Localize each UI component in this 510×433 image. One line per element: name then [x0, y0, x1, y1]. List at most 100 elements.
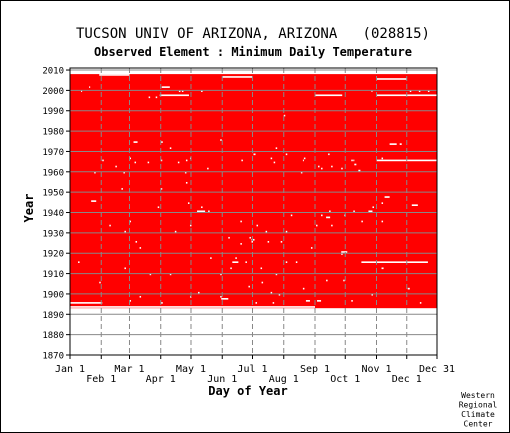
data-gap-day	[285, 230, 288, 233]
data-gap-day	[341, 167, 343, 170]
x-tick-label: Oct 1	[330, 374, 360, 385]
y-tick-label: 1890	[42, 311, 64, 321]
data-gap-day	[371, 293, 373, 296]
data-gap-day	[181, 90, 184, 93]
data-gap-day	[275, 147, 278, 150]
y-tick-label: 2000	[42, 87, 64, 97]
data-gap-day	[419, 302, 422, 304]
data-gap	[341, 251, 348, 253]
data-gap	[222, 76, 253, 78]
y-tick-label: 1900	[42, 290, 64, 300]
data-gap-day	[189, 224, 192, 227]
data-gap	[353, 159, 355, 162]
data-gap	[71, 72, 73, 74]
data-gap	[399, 143, 402, 145]
credit-line: Climate	[461, 410, 495, 419]
y-tick-label: 1940	[42, 209, 64, 219]
data-gap	[133, 141, 138, 143]
data-gap-day	[78, 261, 80, 263]
data-gap-day	[185, 159, 188, 162]
data-gap-day	[121, 188, 123, 190]
data-gap-day	[220, 139, 222, 141]
data-gap-day	[139, 247, 142, 249]
y-tick-label: 1880	[42, 331, 64, 341]
data-gap-day	[208, 210, 210, 213]
data-gap-day	[328, 153, 330, 156]
data-gap-day	[102, 159, 104, 162]
data-gap-day	[124, 230, 126, 233]
data-gap	[371, 90, 373, 93]
data-gap-day	[251, 241, 253, 243]
y-tick-label: 1920	[42, 250, 64, 260]
data-gap-day	[160, 159, 163, 162]
data-gap-day	[381, 220, 384, 223]
data-gap-day	[157, 206, 160, 209]
x-tick-label: Sep 1	[300, 364, 330, 375]
data-gap-day	[261, 281, 264, 284]
y-axis-label: Year	[22, 194, 36, 223]
data-gap	[89, 86, 91, 88]
data-gap	[70, 306, 316, 308]
y-tick-label: 1960	[42, 168, 64, 178]
data-gap-day	[270, 291, 273, 294]
data-gap-day	[135, 241, 138, 243]
data-gap	[354, 163, 357, 166]
data-gap-day	[155, 96, 158, 99]
data-gap-day	[248, 285, 250, 288]
y-tick-label: 1950	[42, 189, 64, 199]
y-axis: 1870 1880 1890 1900 1910 1920 1930 1940 1950 1960…	[42, 67, 70, 362]
data-gap-day	[235, 257, 237, 259]
data-gap-day	[300, 171, 303, 174]
data-gap	[326, 216, 331, 219]
data-gap-day	[302, 287, 305, 290]
data-gap-day	[255, 302, 258, 304]
data-gap-day	[201, 206, 203, 209]
data-gap-day	[273, 161, 276, 164]
x-axis: Jan 1 Mar 1 May 1 Jul 1 Sep 1 Nov 1 Dec 31 Feb …	[55, 355, 455, 385]
data-gap-day	[351, 159, 353, 162]
y-tick-label: 1980	[42, 128, 64, 138]
data-gap-day	[228, 236, 230, 239]
credit-line: Center	[464, 420, 493, 429]
data-gap-day	[418, 90, 421, 93]
data-gap-day	[198, 291, 200, 294]
data-gap	[253, 153, 256, 156]
x-tick-label: May 1	[176, 364, 206, 375]
data-gap-day	[326, 279, 328, 282]
data-gap	[411, 204, 418, 207]
data-gap-day	[318, 165, 320, 168]
data-gap-day	[310, 247, 313, 249]
data-gap-day	[185, 181, 188, 184]
data-gap-day	[139, 295, 142, 298]
x-tick-label: Nov 1	[361, 364, 391, 375]
data-gap-day	[331, 224, 333, 227]
x-tick-label: Feb 1	[86, 374, 116, 385]
data-gap-day	[275, 273, 278, 276]
data-gap-day	[280, 241, 283, 243]
data-gap-day	[265, 230, 268, 233]
data-gap-day	[353, 210, 355, 213]
data-gap-day	[351, 300, 353, 302]
y-tick-label: 1910	[42, 270, 64, 280]
data-gap-day	[187, 202, 190, 204]
data-gap	[161, 86, 170, 88]
data-gap-day	[149, 273, 152, 276]
data-gap-day	[295, 261, 298, 263]
data-gap-day	[427, 90, 430, 93]
data-gap-day	[124, 267, 126, 270]
data-gap-day	[178, 90, 181, 93]
plot-border	[69, 67, 438, 356]
data-gap-day	[321, 214, 323, 217]
data-gap-day	[94, 171, 96, 174]
data-gap	[361, 261, 428, 263]
data-gap	[368, 210, 373, 213]
data-gap-day	[331, 165, 333, 168]
data-gap-day	[129, 300, 131, 302]
data-observed-block	[70, 74, 437, 309]
data-gap	[376, 78, 407, 80]
data-gap	[91, 200, 97, 202]
data-gap-day	[381, 202, 384, 204]
x-axis-label: Day of Year	[208, 384, 287, 398]
data-gap	[99, 74, 130, 76]
data-gap	[389, 143, 397, 145]
